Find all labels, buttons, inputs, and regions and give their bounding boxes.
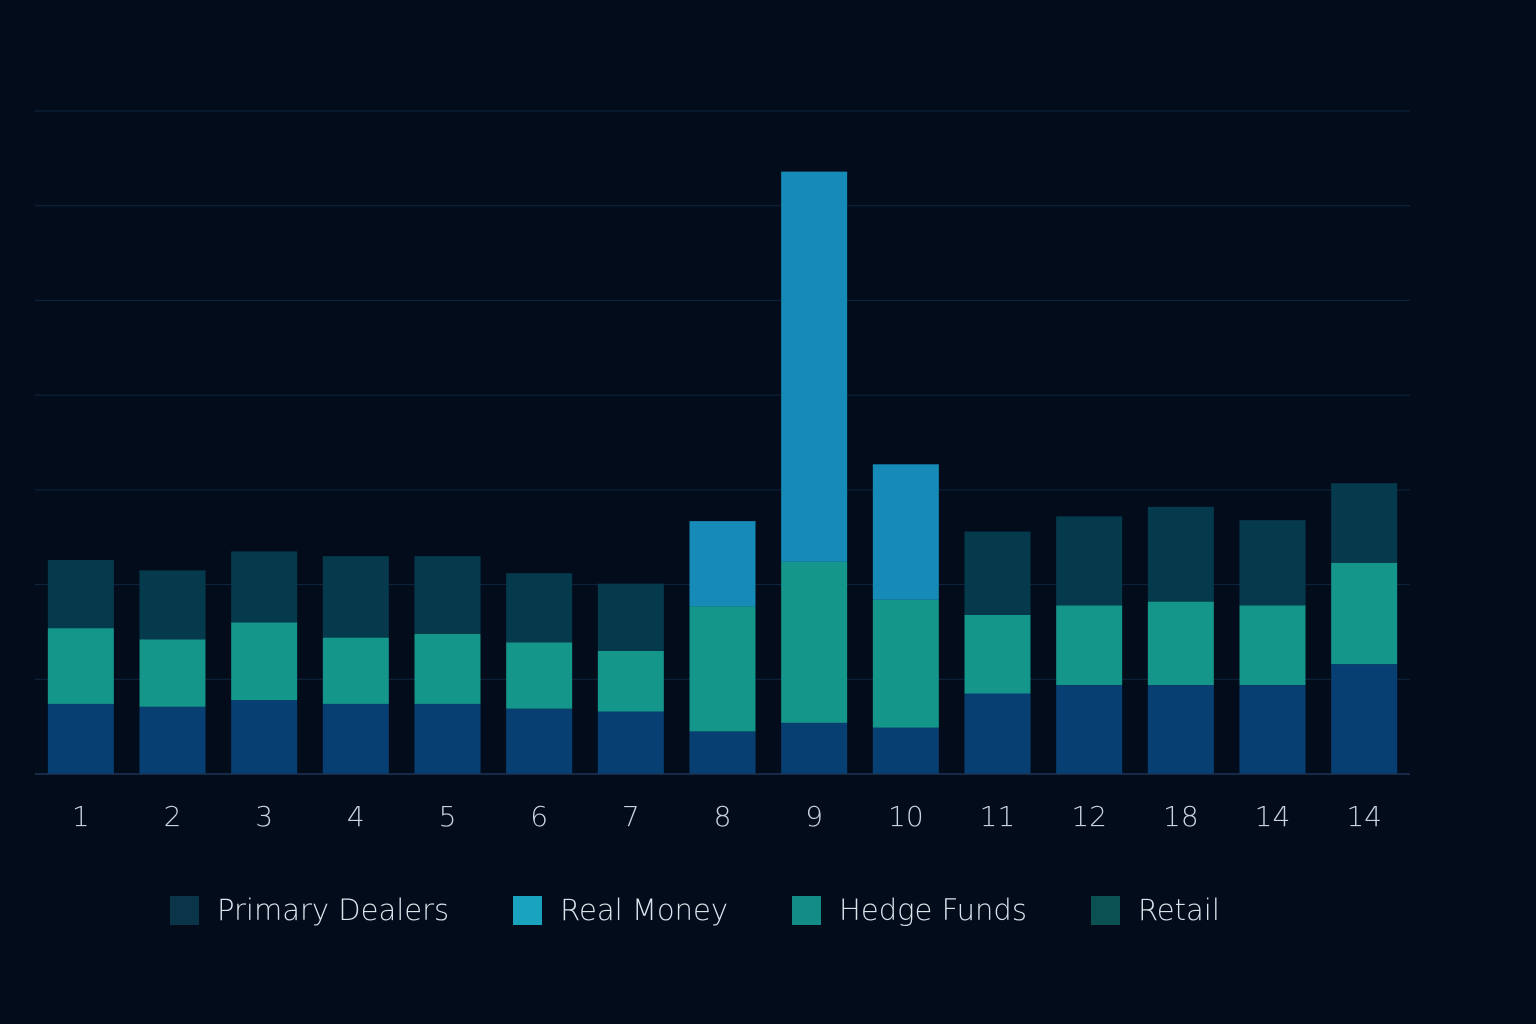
x-tick-label: 7 [622,800,640,833]
bar-segment [139,706,206,774]
bar-segment [231,700,298,774]
legend-swatch [170,895,199,925]
bar-segment [964,693,1031,774]
x-tick-label: 9 [805,800,823,833]
bar-segment [689,731,756,774]
x-tick-label: 6 [530,800,548,833]
x-tick-label: 5 [439,800,457,833]
bar-segment [322,637,389,704]
bar-segment [231,622,298,701]
legend-item-hedge-funds: Hedge Funds [792,893,1027,927]
legend-swatch [1090,895,1120,925]
bar-segment [1331,483,1398,563]
legend-item-retail: Retail [1090,893,1220,927]
bar-segment [1056,516,1123,606]
bar-segment [1147,506,1214,602]
x-tick-label: 11 [980,800,1016,833]
bar-segment [47,703,114,774]
bar-segment [139,570,206,640]
bar-segment [47,559,114,629]
bar-segment [597,583,664,651]
stacked-bar-chart: 1 2 3 4 5 6 7 8 9 10 11 12 18 14 14 [35,110,1410,833]
x-tick-label: 14 [1255,800,1291,833]
bar-segment [964,531,1031,615]
bar-segment [1239,684,1306,774]
bar-segment [1331,562,1398,665]
legend-label: Primary Dealers [217,893,450,927]
x-tick-label: 4 [347,800,365,833]
bar-segment [781,722,848,774]
bar-segment [872,727,939,774]
bar-segment [322,556,389,638]
bar-segment [414,556,481,634]
bar-segment [872,464,939,600]
bar-segment [139,639,206,707]
bar-segment [689,606,756,732]
legend-label: Real Money [560,893,729,927]
bar-segment [1147,684,1214,774]
legend-item-primary-dealers: Primary Dealers [170,893,449,927]
legend-label: Hedge Funds [839,893,1027,927]
bar-segment [689,521,756,607]
bar-segment [872,599,939,728]
legend-swatch [792,895,822,925]
x-tick-label: 14 [1346,800,1382,833]
x-tick-label: 12 [1071,800,1107,833]
legend-item-real-money: Real Money [513,893,728,927]
x-tick-label: 18 [1163,800,1199,833]
bar-segment [1239,520,1306,606]
bar-segment [1331,664,1398,774]
legend-swatch [513,895,543,925]
bar-segment [506,708,573,774]
bar-segment [1056,684,1123,774]
bar-segment [322,703,389,774]
bar-segment [1147,601,1214,685]
bar-segment [506,573,573,643]
x-tick-label: 10 [888,800,924,833]
x-tick-label: 1 [72,800,90,833]
bar-segment [231,551,298,623]
x-tick-label: 3 [255,800,273,833]
legend: Primary Dealers Real Money Hedge Funds R… [170,888,1284,932]
bar-segment [414,633,481,704]
bar-segment [597,711,664,774]
bar-segment [506,642,573,709]
bar-segment [1239,605,1306,685]
bar-segment [781,561,848,723]
legend-label: Retail [1137,893,1220,927]
bar-segment [597,650,664,712]
bar-segment [414,703,481,774]
bar-segment [47,628,114,704]
x-tick-label: 8 [714,800,732,833]
bar-segment [964,614,1031,694]
x-tick-label: 2 [164,800,182,833]
bar-segment [781,171,848,562]
bar-segment [1056,605,1123,685]
